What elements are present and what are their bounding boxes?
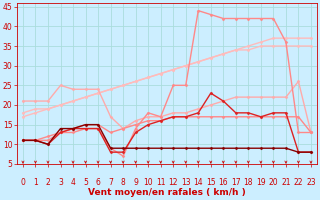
X-axis label: Vent moyen/en rafales ( km/h ): Vent moyen/en rafales ( km/h ) — [88, 188, 246, 197]
